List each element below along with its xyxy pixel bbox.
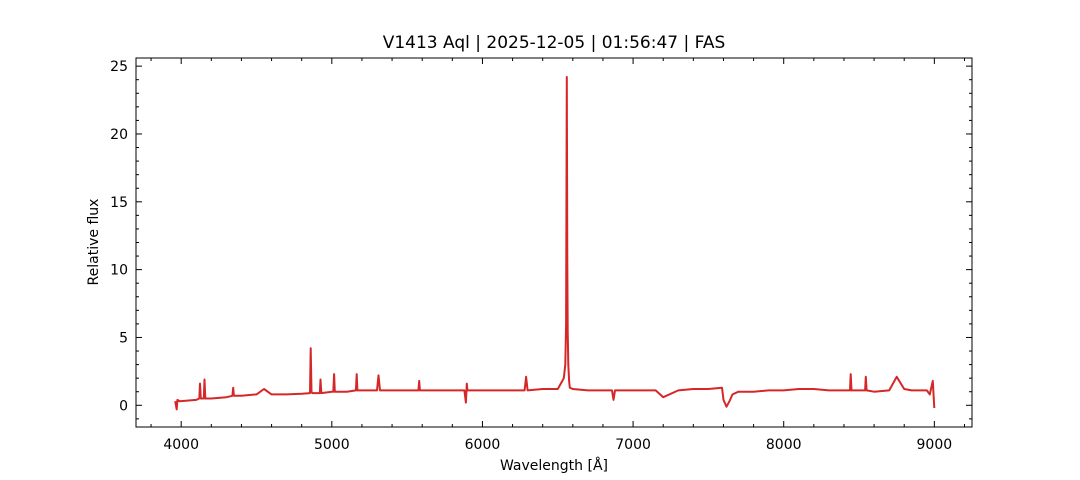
x-tick-label: 6000 bbox=[465, 437, 501, 453]
x-tick-label: 4000 bbox=[163, 437, 199, 453]
spectrum-line-0 bbox=[174, 76, 936, 411]
y-tick-label: 20 bbox=[110, 127, 128, 143]
y-tick-label: 0 bbox=[119, 398, 128, 414]
x-tick-label: 9000 bbox=[917, 437, 953, 453]
y-axis-label: Relative flux bbox=[86, 199, 102, 286]
axes-frame bbox=[135, 57, 973, 428]
y-tick-label: 5 bbox=[119, 330, 128, 346]
x-tick-label: 8000 bbox=[766, 437, 802, 453]
x-tick-label: 5000 bbox=[314, 437, 350, 453]
x-tick-label: 7000 bbox=[615, 437, 651, 453]
y-tick-label: 10 bbox=[110, 263, 128, 279]
chart-title: V1413 Aql | 2025-12-05 | 01:56:47 | FAS bbox=[383, 33, 726, 53]
y-tick-label: 25 bbox=[110, 59, 128, 75]
plot-area bbox=[174, 76, 936, 411]
x-axis-label: Wavelength [Å] bbox=[500, 457, 608, 474]
axis-ticks: 4000 5000 6000 7000 8000 9000 0 5 10 15 20 25 bbox=[110, 58, 972, 453]
y-tick-label: 15 bbox=[110, 195, 128, 211]
